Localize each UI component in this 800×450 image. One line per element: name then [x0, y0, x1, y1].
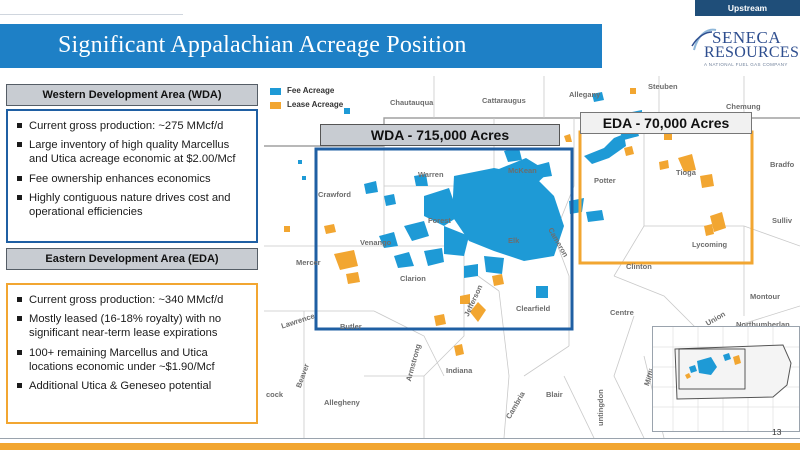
county-label: Northumberlan	[736, 320, 790, 329]
wda-panel: Current gross production: ~275 MMcf/d La…	[6, 109, 258, 243]
footer-divider	[0, 438, 800, 439]
logo-word-bottom: RESOURCES	[704, 44, 800, 61]
county-label: Warren	[418, 170, 444, 179]
bullet-square-icon	[17, 175, 22, 181]
county-label: Centre	[610, 308, 634, 317]
logo-swoosh-icon	[691, 28, 717, 51]
inset-locator-map	[652, 326, 800, 432]
list-item: Fee ownership enhances economics	[16, 172, 248, 186]
county-label: Bradfo	[770, 160, 795, 169]
county-label: Montour	[750, 292, 780, 301]
page-number: 13	[772, 427, 782, 437]
list-item: Mostly leased (16-18% royalty) with no s…	[16, 312, 248, 340]
list-item: Current gross production: ~340 MMcf/d	[16, 293, 248, 307]
county-label: Tioga	[676, 168, 696, 177]
county-label: Potter	[594, 176, 616, 185]
legend-swatch	[270, 88, 281, 95]
logo-tagline: A NATIONAL FUEL GAS COMPANY	[704, 62, 788, 67]
title-bar: Significant Appalachian Acreage Position	[0, 24, 602, 68]
county-label: Sulliv	[772, 216, 793, 225]
county-label: Allegany	[569, 90, 601, 99]
county-label: Blair	[546, 390, 563, 399]
county-label: Indiana	[446, 366, 473, 375]
list-item: Current gross production: ~275 MMcf/d	[16, 119, 248, 133]
eda-acreage-label: EDA - 70,000 Acres	[580, 112, 752, 134]
eda-panel: Current gross production: ~340 MMcf/d Mo…	[6, 283, 258, 424]
county-label: Chautauqua	[390, 98, 434, 107]
logo-word-top: SENECA	[712, 28, 782, 47]
eda-bullet-list: Current gross production: ~340 MMcf/d Mo…	[16, 293, 248, 393]
county-label: cock	[266, 390, 284, 399]
county-label: Clarion	[400, 274, 426, 283]
list-item: Additional Utica & Geneseo potential	[16, 379, 248, 393]
county-label: Butler	[340, 322, 362, 331]
bullet-square-icon	[17, 297, 22, 302]
lease-acreage-shapes	[284, 88, 726, 356]
county-label: Lycoming	[692, 240, 728, 249]
company-logo: SENECA RESOURCES A NATIONAL FUEL GAS COM…	[690, 22, 800, 72]
page-title: Significant Appalachian Acreage Position	[58, 32, 467, 58]
wda-boundary-box	[314, 147, 574, 331]
bullet-square-icon	[17, 349, 22, 355]
bullet-square-icon	[17, 383, 22, 389]
county-label: Venango	[360, 238, 392, 247]
county-label: untingdon	[596, 389, 605, 426]
wda-acreage-label: WDA - 715,000 Acres	[320, 124, 560, 146]
county-label: Clinton	[626, 262, 652, 271]
bullet-square-icon	[17, 123, 22, 128]
county-label: Clearfield	[516, 304, 551, 313]
county-label: Cattaraugus	[482, 96, 526, 105]
list-item: 100+ remaining Marcellus and Utica locat…	[16, 346, 248, 374]
inset-map-graphic	[653, 327, 799, 431]
legend-swatch	[270, 102, 281, 109]
wda-heading: Western Development Area (WDA)	[6, 84, 258, 106]
top-divider	[0, 14, 183, 15]
bullet-square-icon	[17, 194, 22, 200]
county-label: Mercer	[296, 258, 321, 267]
county-label: Elk	[508, 236, 520, 245]
section-tag: Upstream	[695, 0, 800, 16]
county-label: Allegheny	[324, 398, 360, 407]
county-label: McKean	[508, 166, 537, 175]
footer-accent-bar	[0, 443, 800, 450]
eda-heading: Eastern Development Area (EDA)	[6, 248, 258, 270]
list-item: Highly contiguous nature drives cost and…	[16, 191, 248, 219]
bullet-square-icon	[17, 316, 22, 322]
county-label: Forest	[428, 216, 451, 225]
fee-acreage-shapes	[298, 92, 642, 298]
list-item: Large inventory of high quality Marcellu…	[16, 138, 248, 166]
acreage-map: Chautauqua Cattaraugus Allegany Steuben …	[264, 76, 800, 438]
county-label: Chemung	[726, 102, 761, 111]
county-label: Crawford	[318, 190, 351, 199]
county-label: Steuben	[648, 82, 678, 91]
wda-bullet-list: Current gross production: ~275 MMcf/d La…	[16, 119, 248, 219]
bullet-square-icon	[17, 142, 22, 148]
